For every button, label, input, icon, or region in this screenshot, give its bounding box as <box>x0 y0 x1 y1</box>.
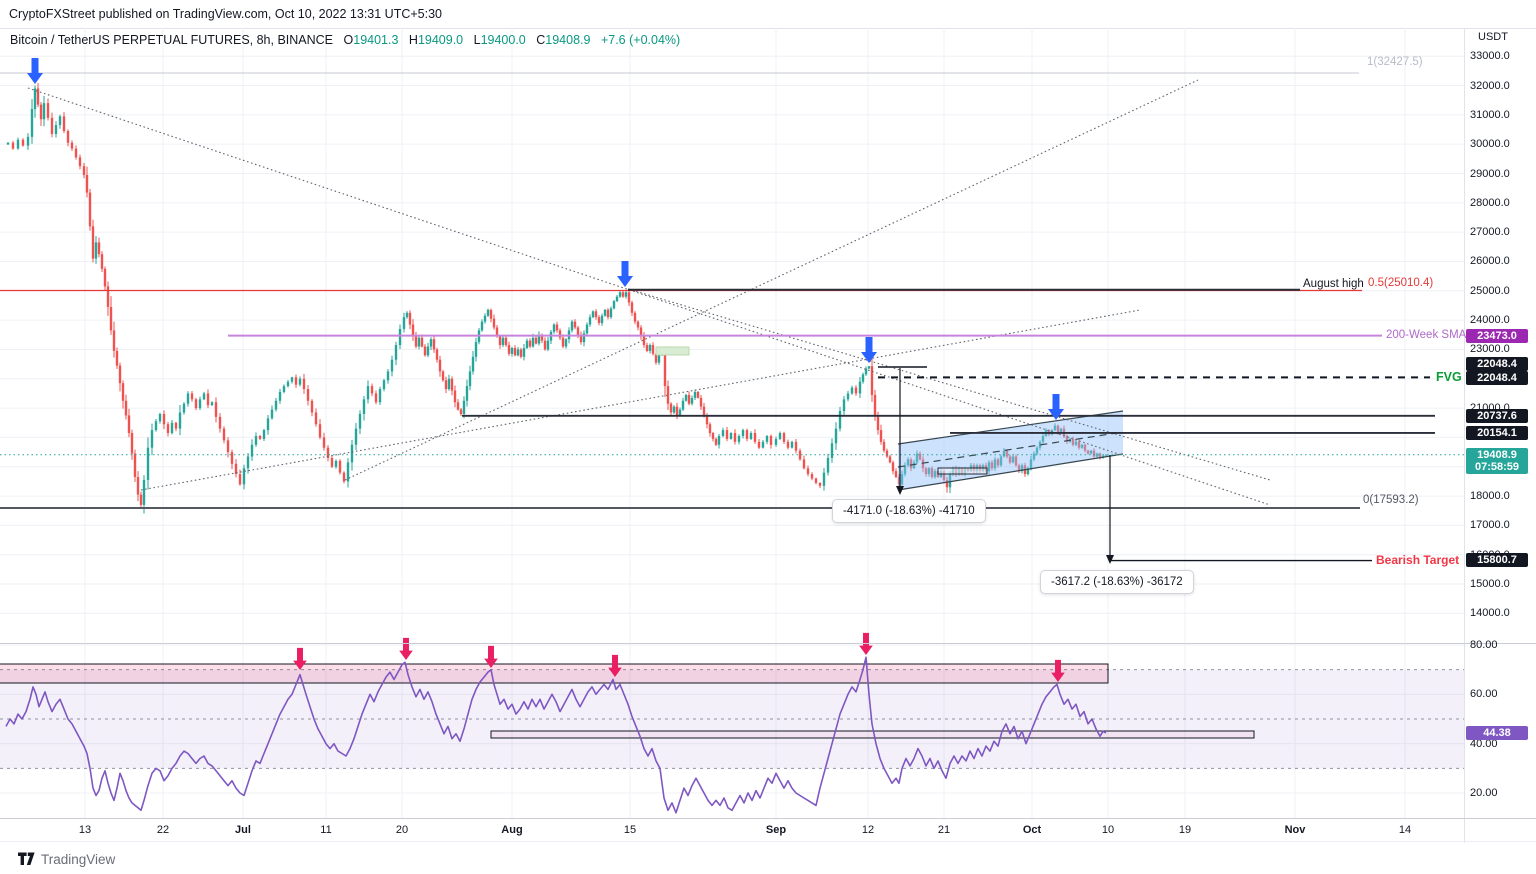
bearish-target-label[interactable]: Bearish Target <box>1376 553 1460 567</box>
published-attribution-bar: CryptoFXStreet published on TradingView.… <box>0 0 1536 29</box>
fib-0-label[interactable]: 0(17593.2) <box>1363 494 1419 506</box>
pane-divider[interactable] <box>0 643 1536 644</box>
measure-label-1[interactable]: -4171.0 (-18.63%) -41710 <box>832 499 986 523</box>
tradingview-logo-text: TradingView <box>41 851 116 867</box>
high-label: H <box>408 33 418 47</box>
august-high-label[interactable]: August high <box>1303 278 1364 290</box>
close-label: C <box>536 33 546 47</box>
low-label: L <box>473 33 481 47</box>
measure-label-2[interactable]: -3617.2 (-18.63%) -36172 <box>1040 570 1194 594</box>
price-axis-divider <box>1464 28 1465 843</box>
close-value: 19408.9 <box>545 33 591 47</box>
published-text: CryptoFXStreet published on TradingView.… <box>9 7 443 21</box>
axis-bottom-border <box>0 841 1536 842</box>
fib-05-label[interactable]: 0.5(25010.4) <box>1368 277 1434 289</box>
tradingview-logo[interactable]: TradingView <box>18 851 115 867</box>
open-value: 19401.3 <box>353 33 399 47</box>
symbol-title: Bitcoin / TetherUS PERPETUAL FUTURES, 8h… <box>10 33 334 47</box>
tradingview-logo-icon <box>18 852 35 865</box>
open-label: O <box>343 33 354 47</box>
symbol-header: Bitcoin / TetherUS PERPETUAL FUTURES, 8h… <box>10 33 680 47</box>
low-value: 19400.0 <box>480 33 526 47</box>
axis-currency-label: USDT <box>1478 31 1508 43</box>
fib-1-label[interactable]: 1(32427.5) <box>1367 56 1423 68</box>
change-value: +7.6 (+0.04%) <box>600 33 681 47</box>
pane-divider[interactable] <box>0 818 1536 819</box>
fvg-label[interactable]: FVG <box>1436 370 1462 384</box>
sma-200w-label[interactable]: 200-Week SMA <box>1386 329 1467 341</box>
high-value: 19409.0 <box>417 33 464 47</box>
